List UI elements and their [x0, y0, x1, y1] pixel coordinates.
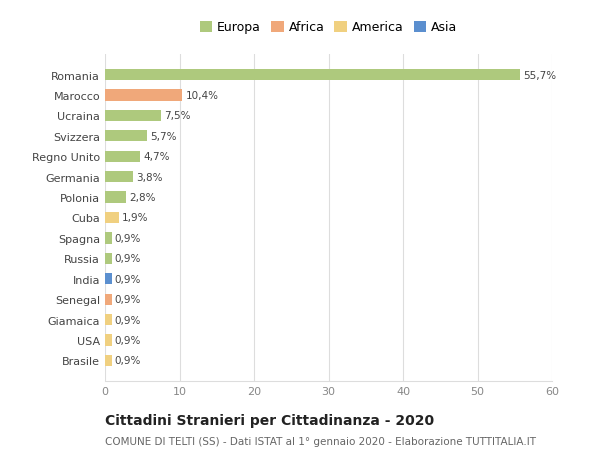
Bar	[105, 335, 112, 346]
Bar	[105, 111, 161, 122]
Bar	[105, 131, 148, 142]
Bar	[105, 151, 140, 162]
Legend: Europa, Africa, America, Asia: Europa, Africa, America, Asia	[197, 19, 460, 37]
Text: 0,9%: 0,9%	[115, 335, 141, 345]
Bar	[105, 172, 133, 183]
Text: 1,9%: 1,9%	[122, 213, 149, 223]
Bar	[105, 274, 112, 285]
Bar	[105, 355, 112, 366]
Text: 2,8%: 2,8%	[129, 193, 155, 203]
Text: 4,7%: 4,7%	[143, 152, 169, 162]
Text: 0,9%: 0,9%	[115, 274, 141, 284]
Text: 5,7%: 5,7%	[151, 132, 177, 141]
Text: 10,4%: 10,4%	[185, 91, 218, 101]
Bar	[105, 314, 112, 325]
Bar	[105, 253, 112, 264]
Text: 0,9%: 0,9%	[115, 356, 141, 365]
Text: 7,5%: 7,5%	[164, 111, 190, 121]
Bar	[105, 213, 119, 224]
Text: 3,8%: 3,8%	[136, 172, 163, 182]
Bar	[105, 192, 126, 203]
Text: Cittadini Stranieri per Cittadinanza - 2020: Cittadini Stranieri per Cittadinanza - 2…	[105, 413, 434, 427]
Bar	[105, 294, 112, 305]
Text: 0,9%: 0,9%	[115, 254, 141, 264]
Bar	[105, 233, 112, 244]
Text: 55,7%: 55,7%	[523, 71, 556, 80]
Bar	[105, 90, 182, 101]
Bar	[105, 70, 520, 81]
Text: 0,9%: 0,9%	[115, 295, 141, 304]
Text: 0,9%: 0,9%	[115, 315, 141, 325]
Text: 0,9%: 0,9%	[115, 233, 141, 243]
Text: COMUNE DI TELTI (SS) - Dati ISTAT al 1° gennaio 2020 - Elaborazione TUTTITALIA.I: COMUNE DI TELTI (SS) - Dati ISTAT al 1° …	[105, 436, 536, 446]
